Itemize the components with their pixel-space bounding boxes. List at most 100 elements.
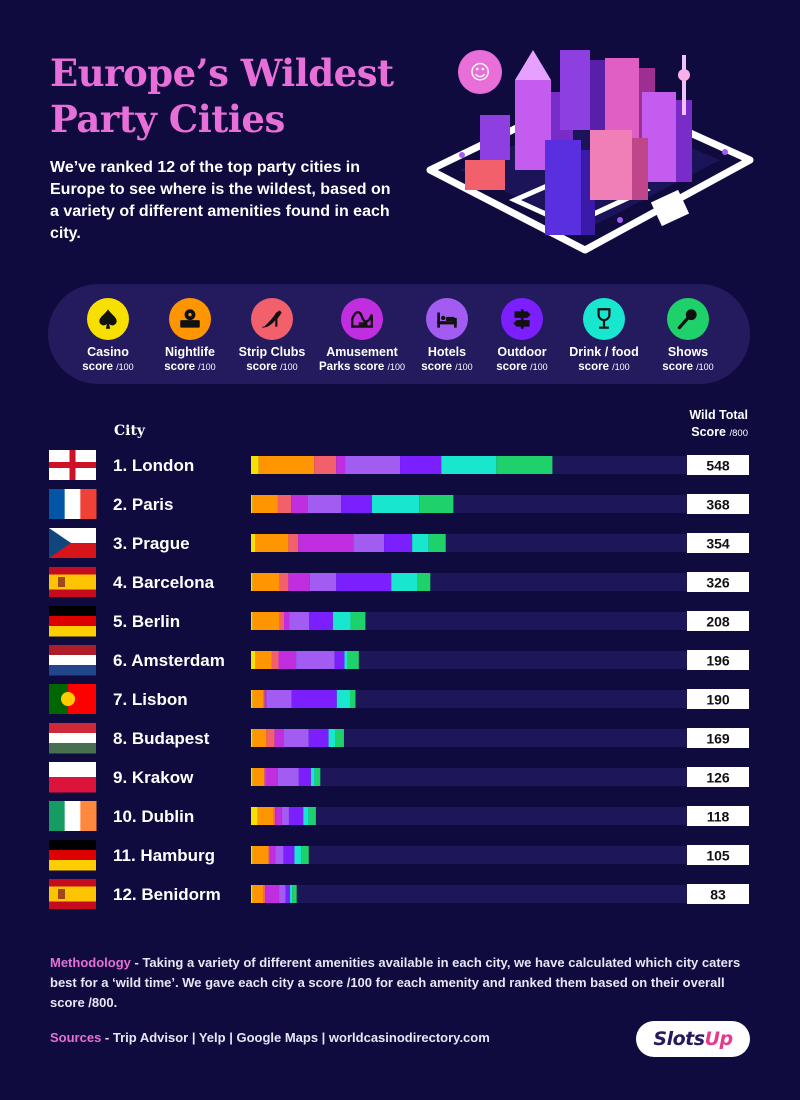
flag-poland-8: [49, 762, 96, 793]
bar-track: [251, 885, 691, 903]
high-heel-icon: [251, 298, 293, 340]
legend-panel: Casino score /100 Nightlife score /100 S…: [48, 284, 750, 384]
bar-track: [251, 729, 691, 747]
legend-unit-strip-clubs: /100: [280, 362, 298, 372]
bar-segment-outdoor: [341, 495, 372, 513]
legend-item-hotels: Hotels score /100: [401, 298, 493, 374]
bar-segment-strip-clubs: [314, 456, 337, 474]
total-score-box: [687, 494, 749, 514]
bar-segment-casino: [251, 846, 253, 864]
bar-segment-nightlife: [255, 534, 289, 552]
city-label: 1. London: [113, 456, 194, 475]
bar-segment-nightlife: [257, 807, 274, 825]
city-label: 5. Berlin: [113, 612, 180, 631]
bar-segment-drink-food: [303, 807, 309, 825]
bar-segment-outdoor: [288, 807, 304, 825]
bar-track: [251, 807, 691, 825]
bar-segment-shows: [419, 495, 454, 513]
bar-segment-drink-food: [328, 729, 336, 747]
bar-segment-drink-food: [391, 573, 418, 591]
methodology-text: - Taking a variety of different amenitie…: [50, 955, 741, 1010]
flag-germany-4: [49, 606, 96, 637]
slotsup-logo[interactable]: Slots Up: [636, 1021, 750, 1057]
logo-part1: Slots: [653, 1028, 705, 1050]
legend-unit-amusement-parks: /100: [387, 362, 405, 372]
total-score-label: 548: [706, 458, 730, 474]
bar-segment-amusement-parks: [264, 690, 267, 708]
bar-segment-strip-clubs: [263, 690, 265, 708]
bar-segment-nightlife: [252, 885, 264, 903]
methodology-label: Methodology: [50, 955, 131, 970]
bar-segment-drink-food: [310, 768, 315, 786]
bar-segment-drink-food: [336, 690, 350, 708]
page-title: Europe’s Wildest Party Cities: [50, 51, 394, 141]
bed-icon: [426, 298, 468, 340]
total-score-label: 208: [706, 614, 730, 630]
total-score-label: 169: [706, 731, 730, 747]
total-score-label: 126: [706, 770, 730, 786]
legend-score-drink-food: score: [578, 361, 609, 373]
bar-segment-hotels: [284, 729, 309, 747]
bar-segment-casino: [251, 456, 259, 474]
bar-segment-shows: [301, 846, 309, 864]
total-score-label: 83: [710, 887, 726, 903]
total-score-box: [687, 806, 749, 826]
bar-segment-hotels: [279, 885, 286, 903]
total-score-label: 196: [706, 653, 730, 669]
city-label: 4. Barcelona: [113, 573, 215, 592]
bar-segment-strip-clubs: [263, 885, 266, 903]
bar-segment-casino: [251, 495, 253, 513]
bar-segment-casino: [251, 612, 253, 630]
total-score-label: 326: [706, 575, 730, 591]
city-skyline-illustration: ☺: [426, 50, 754, 254]
bar-segment-nightlife: [252, 846, 269, 864]
bar-segment-strip-clubs: [288, 534, 299, 552]
bar-segment-hotels: [353, 534, 385, 552]
bar-segment-drink-food: [344, 651, 348, 669]
legend-item-casino: Casino score /100: [62, 298, 154, 374]
legend-score-shows: score: [662, 361, 693, 373]
bar-track: [251, 690, 691, 708]
bar-segment-casino: [251, 690, 253, 708]
bar-segment-hotels: [309, 573, 337, 591]
logo-part2: Up: [704, 1028, 734, 1050]
sources-note: Sources - Trip Advisor | Yelp | Google M…: [50, 1030, 490, 1045]
bar-segment-outdoor: [336, 573, 392, 591]
total-score-box: [687, 689, 749, 709]
legend-label-nightlife: Nightlife: [165, 345, 215, 359]
flag-spain-11: [49, 879, 96, 909]
legend-label-parks: Parks: [319, 361, 351, 373]
total-score-box: [687, 455, 749, 475]
total-score-box: [687, 650, 749, 670]
bar-segment-shows: [496, 456, 553, 474]
legend-unit-shows: /100: [696, 362, 714, 372]
bar-segment-amusement-parks: [269, 846, 276, 864]
total-score-label: 105: [706, 848, 730, 864]
sources-label: Sources: [50, 1030, 102, 1045]
bar-segment-shows: [350, 612, 366, 630]
bar-segment-amusement-parks: [284, 612, 290, 630]
total-header-line2: Score: [691, 425, 727, 439]
total-column-header: Wild Total Score /800: [689, 407, 748, 442]
total-score-box: [687, 533, 749, 553]
bar-segment-nightlife: [258, 456, 315, 474]
bar-segment-hotels: [275, 846, 284, 864]
flag-ireland-9: [49, 801, 97, 831]
bar-segment-strip-clubs: [273, 807, 276, 825]
bar-segment-drink-food: [294, 846, 302, 864]
bar-segment-drink-food: [290, 885, 293, 903]
total-score-box: [687, 845, 749, 865]
total-score-box: [687, 767, 749, 787]
dj-decks-icon: [169, 298, 211, 340]
legend-item-nightlife: Nightlife score /100: [144, 298, 236, 374]
bar-segment-hotels: [277, 768, 299, 786]
bar-segment-outdoor: [291, 690, 337, 708]
bar-segment-hotels: [296, 651, 335, 669]
bar-segment-casino: [251, 885, 253, 903]
bar-segment-outdoor: [400, 456, 442, 474]
city-column-header: City: [114, 423, 146, 439]
legend-item-shows: Shows score /100: [642, 298, 734, 374]
sources-text: - Trip Advisor | Yelp | Google Maps | wo…: [101, 1030, 490, 1045]
total-score-label: 368: [706, 497, 730, 513]
